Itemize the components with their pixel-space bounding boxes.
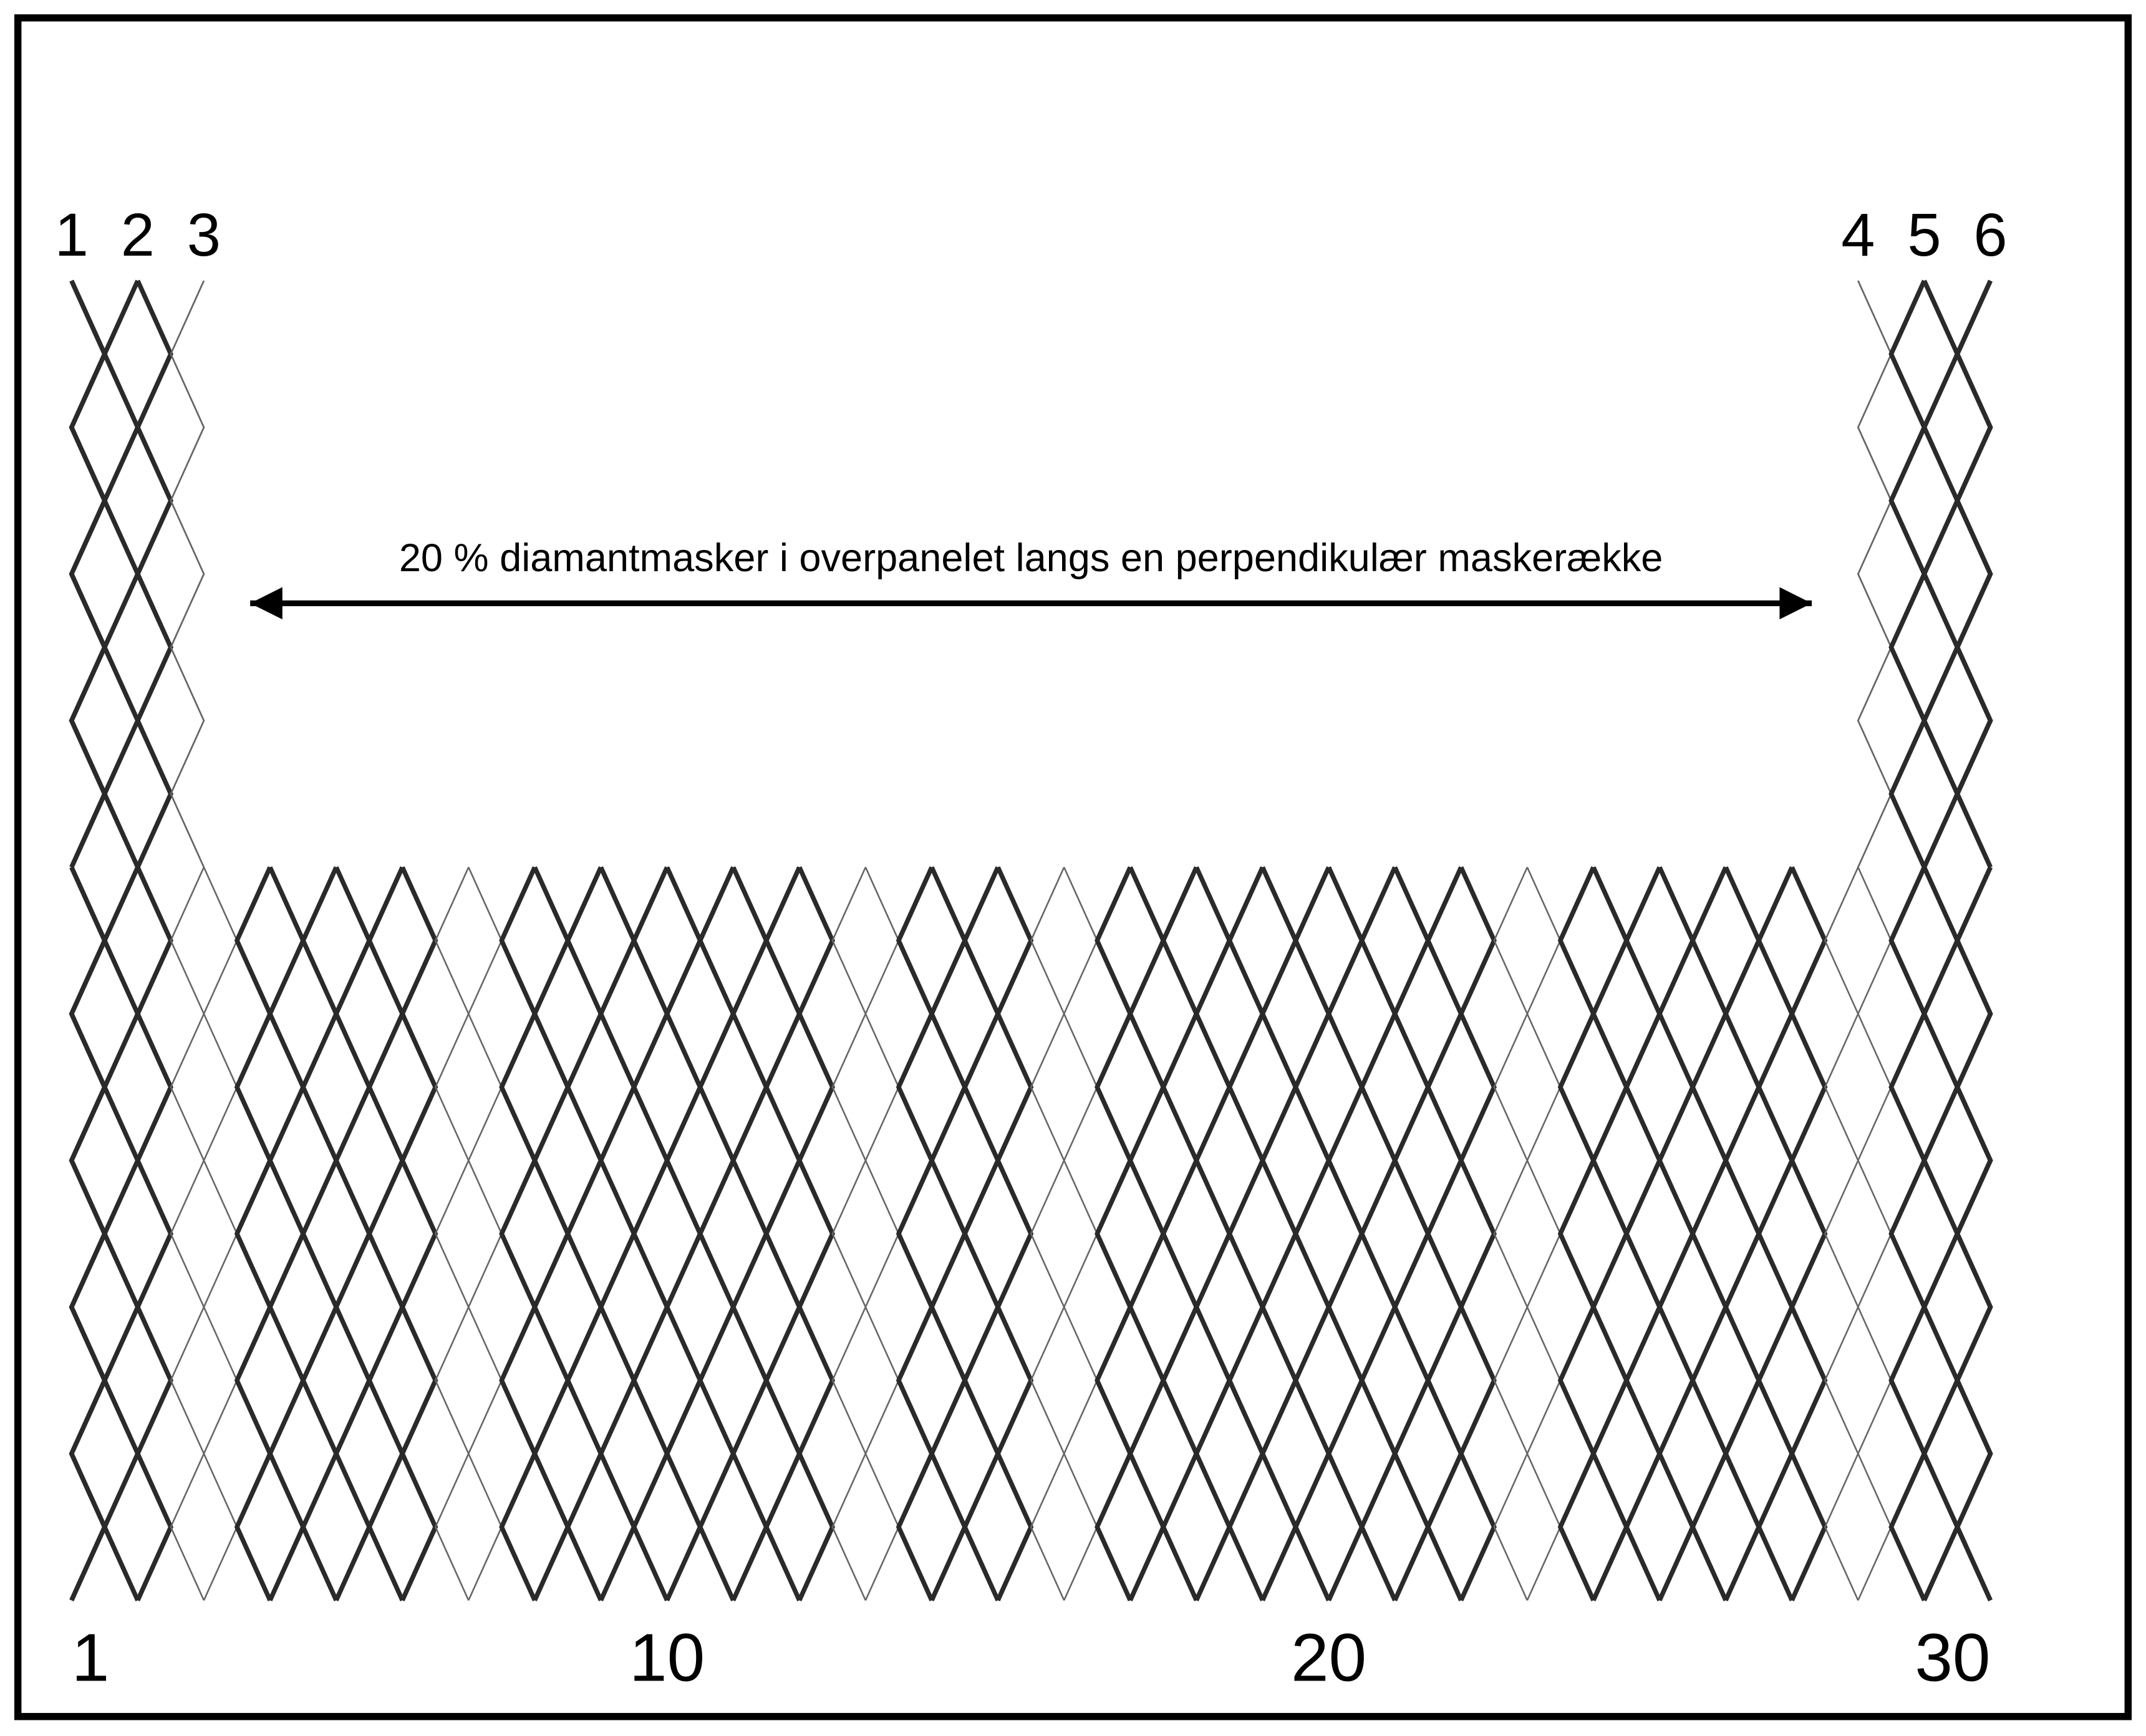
top-label: 1 <box>55 201 89 269</box>
bottom-label: 1 <box>72 1619 110 1695</box>
bottom-label: 20 <box>1291 1619 1366 1695</box>
bottom-label: 10 <box>629 1619 705 1695</box>
top-label: 4 <box>1841 201 1875 269</box>
top-label: 2 <box>121 201 155 269</box>
diagram-canvas: 123456110203020 % diamantmasker i overpa… <box>0 0 2146 1734</box>
caption-text: 20 % diamantmasker i overpanelet langs e… <box>399 536 1663 580</box>
top-label: 6 <box>1973 201 2007 269</box>
bottom-label: 30 <box>1915 1619 1990 1695</box>
top-label: 5 <box>1907 201 1941 269</box>
top-label: 3 <box>187 201 221 269</box>
